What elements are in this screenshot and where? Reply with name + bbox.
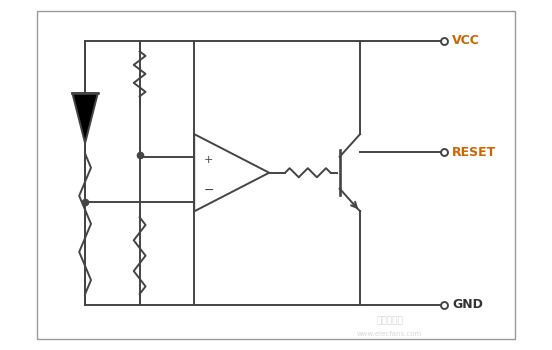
Polygon shape xyxy=(194,134,269,211)
Text: 电子发烧友: 电子发烧友 xyxy=(376,316,403,325)
Text: +: + xyxy=(204,155,214,165)
FancyBboxPatch shape xyxy=(38,11,514,339)
Polygon shape xyxy=(72,93,98,143)
Text: RESET: RESET xyxy=(452,146,497,159)
Text: VCC: VCC xyxy=(452,34,480,47)
Text: www.elecfans.com: www.elecfans.com xyxy=(357,331,422,337)
Text: −: − xyxy=(204,183,215,196)
Text: GND: GND xyxy=(452,298,483,311)
